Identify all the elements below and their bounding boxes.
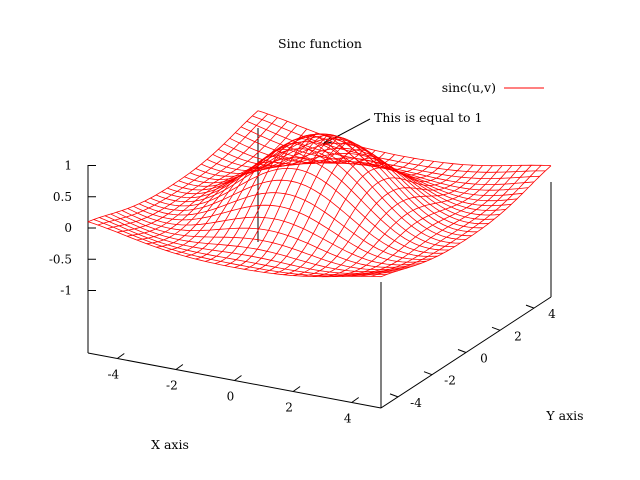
surface-line-x: [214, 134, 386, 264]
surface-line-x: [234, 134, 405, 268]
y-tick-mark: [491, 326, 501, 331]
tick-labels: -1 -0.5 0 0.5 1 -4 -2 0 2 4 -4 -2 0 2 4: [49, 159, 556, 426]
surface-line-x: [205, 138, 376, 262]
y-tick-mark: [525, 304, 535, 309]
x-tick-mark: [234, 375, 242, 381]
surface-line-y: [172, 136, 467, 240]
legend-entry-label: sinc(u,v): [442, 80, 496, 95]
x-tick-label: -2: [166, 379, 178, 393]
surface-line-x: [322, 165, 493, 278]
surface-line-x: [371, 165, 542, 277]
z-tick-label: 0: [64, 221, 72, 235]
surface-line-x: [351, 165, 522, 277]
surface-line-x: [224, 133, 395, 266]
z-tick-label: 1: [64, 159, 72, 173]
x-tick-label: 2: [285, 401, 293, 415]
surface-line-x: [146, 132, 317, 245]
x-tick-label: -4: [107, 368, 119, 382]
surface-line-x: [136, 128, 308, 241]
surface-line-x: [117, 121, 288, 233]
surface-line-x: [361, 164, 532, 277]
surface-line-x: [185, 145, 356, 257]
x-tick-mark: [175, 364, 184, 370]
x-tick-mark: [351, 397, 359, 403]
x-tick-label: 0: [227, 390, 235, 404]
y-tick-mark: [389, 393, 399, 398]
surface-line-x: [341, 165, 513, 277]
y-tick-mark: [457, 349, 467, 353]
surface-line-x: [283, 163, 454, 276]
surface-line-x: [244, 137, 415, 270]
surface-line-x: [87, 110, 259, 223]
annotation-text: This is equal to 1: [374, 110, 483, 125]
surface-line-x: [273, 157, 444, 274]
y-tick-label: -4: [410, 396, 422, 410]
surface-line-x: [107, 117, 278, 229]
surface-line-x: [302, 164, 474, 277]
z-tick-label: -0.5: [49, 252, 72, 266]
z-tick-label: 0.5: [53, 190, 72, 204]
surface-line-x: [263, 149, 435, 273]
x-tick-label: 4: [344, 412, 352, 426]
y-tick-label: 0: [480, 352, 488, 366]
surface-line-x: [97, 113, 269, 226]
surface-line-x: [312, 165, 483, 277]
surface-line-x: [156, 135, 327, 248]
y-tick-label: 2: [514, 329, 522, 343]
x-tick-mark: [117, 353, 125, 359]
z-tick-label: -1: [60, 284, 72, 298]
axes-group: [87, 128, 552, 409]
y-tick-label: -2: [444, 374, 456, 388]
surface-mesh: [87, 110, 552, 278]
surface-line-y: [87, 221, 382, 278]
chart-title: Sinc function: [278, 36, 362, 51]
surface-line-x: [195, 143, 366, 260]
surface-line-x: [380, 165, 552, 278]
x-axis-label: X axis: [151, 437, 189, 452]
x-tick-mark: [292, 386, 301, 392]
y-tick-label: 4: [548, 307, 556, 321]
surface-line-x: [175, 142, 347, 254]
surface-line-x: [166, 139, 337, 251]
y-axis-label: Y axis: [545, 408, 583, 423]
surface-line-x: [332, 165, 503, 277]
y-tick-mark: [423, 371, 433, 376]
surface-line-x: [293, 164, 464, 276]
